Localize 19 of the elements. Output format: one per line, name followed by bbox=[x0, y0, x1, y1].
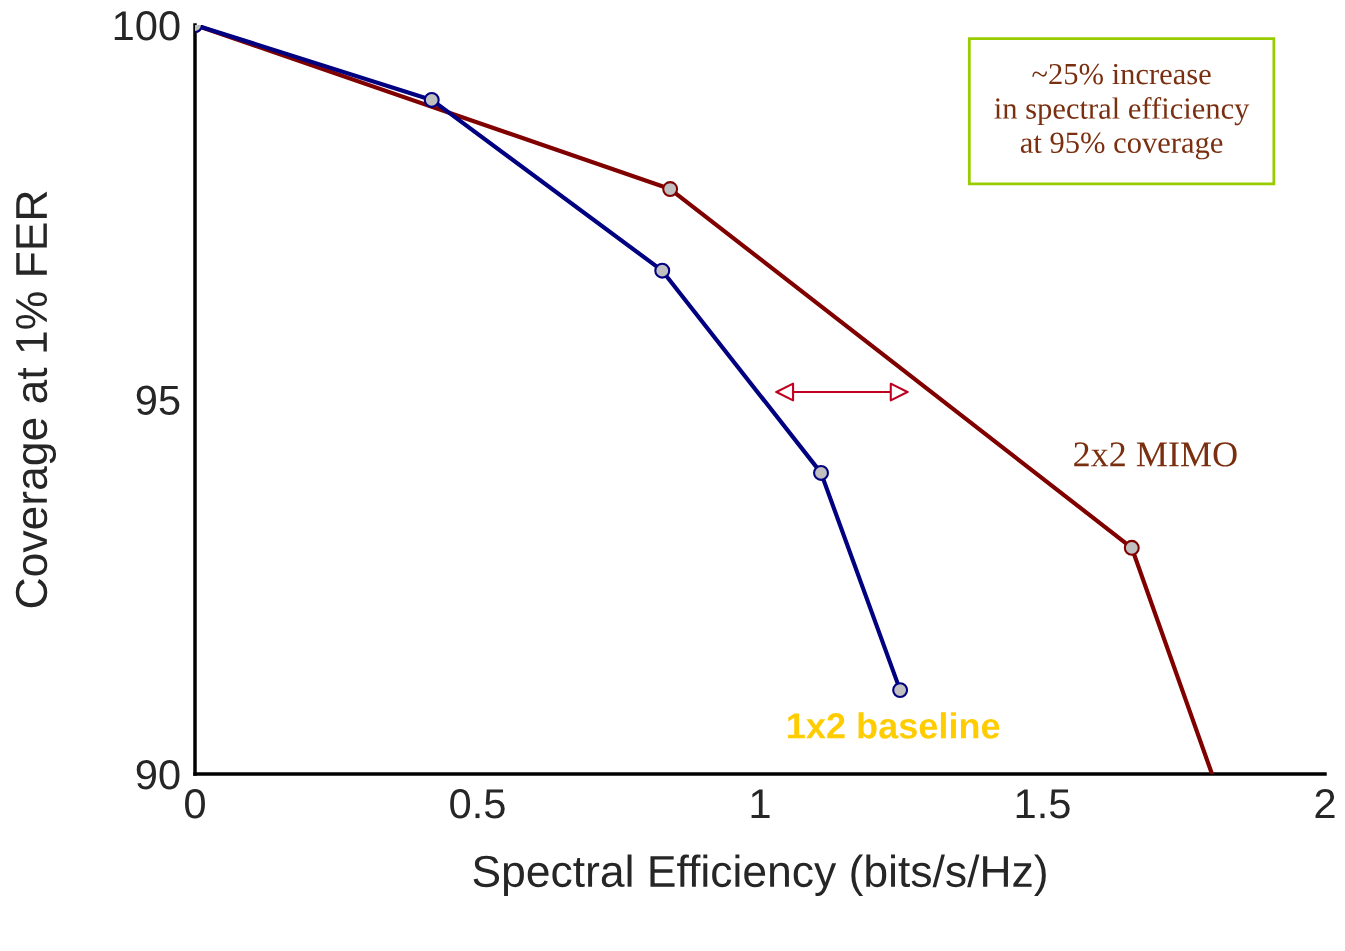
x-axis-title: Spectral Efficiency (bits/s/Hz) bbox=[473, 854, 1046, 896]
x-tick-label: 0.5 bbox=[450, 788, 505, 819]
x-tick-label: 1 bbox=[751, 789, 770, 819]
point bbox=[654, 262, 671, 279]
series-label: 1x2 baseline bbox=[788, 712, 1000, 739]
y-axis-title: Coverage at 1% FER bbox=[15, 191, 57, 608]
series-label: 2x2 MIMO bbox=[1074, 442, 1237, 467]
point bbox=[813, 464, 829, 481]
x-tick-label: 0 bbox=[185, 788, 205, 819]
y-tick-label: 95 bbox=[136, 385, 180, 416]
annotation: ~25% increase in spectral efficiency at 95% coverage bbox=[994, 63, 1250, 160]
point bbox=[892, 682, 909, 699]
x-tick-label: 1.5 bbox=[1016, 789, 1070, 819]
point bbox=[662, 181, 679, 198]
point bbox=[423, 91, 440, 108]
point bbox=[1123, 539, 1140, 556]
y-tick-label: 90 bbox=[136, 760, 180, 790]
x-tick-label: 2 bbox=[1315, 788, 1335, 819]
y-tick-label: 100 bbox=[114, 11, 180, 41]
